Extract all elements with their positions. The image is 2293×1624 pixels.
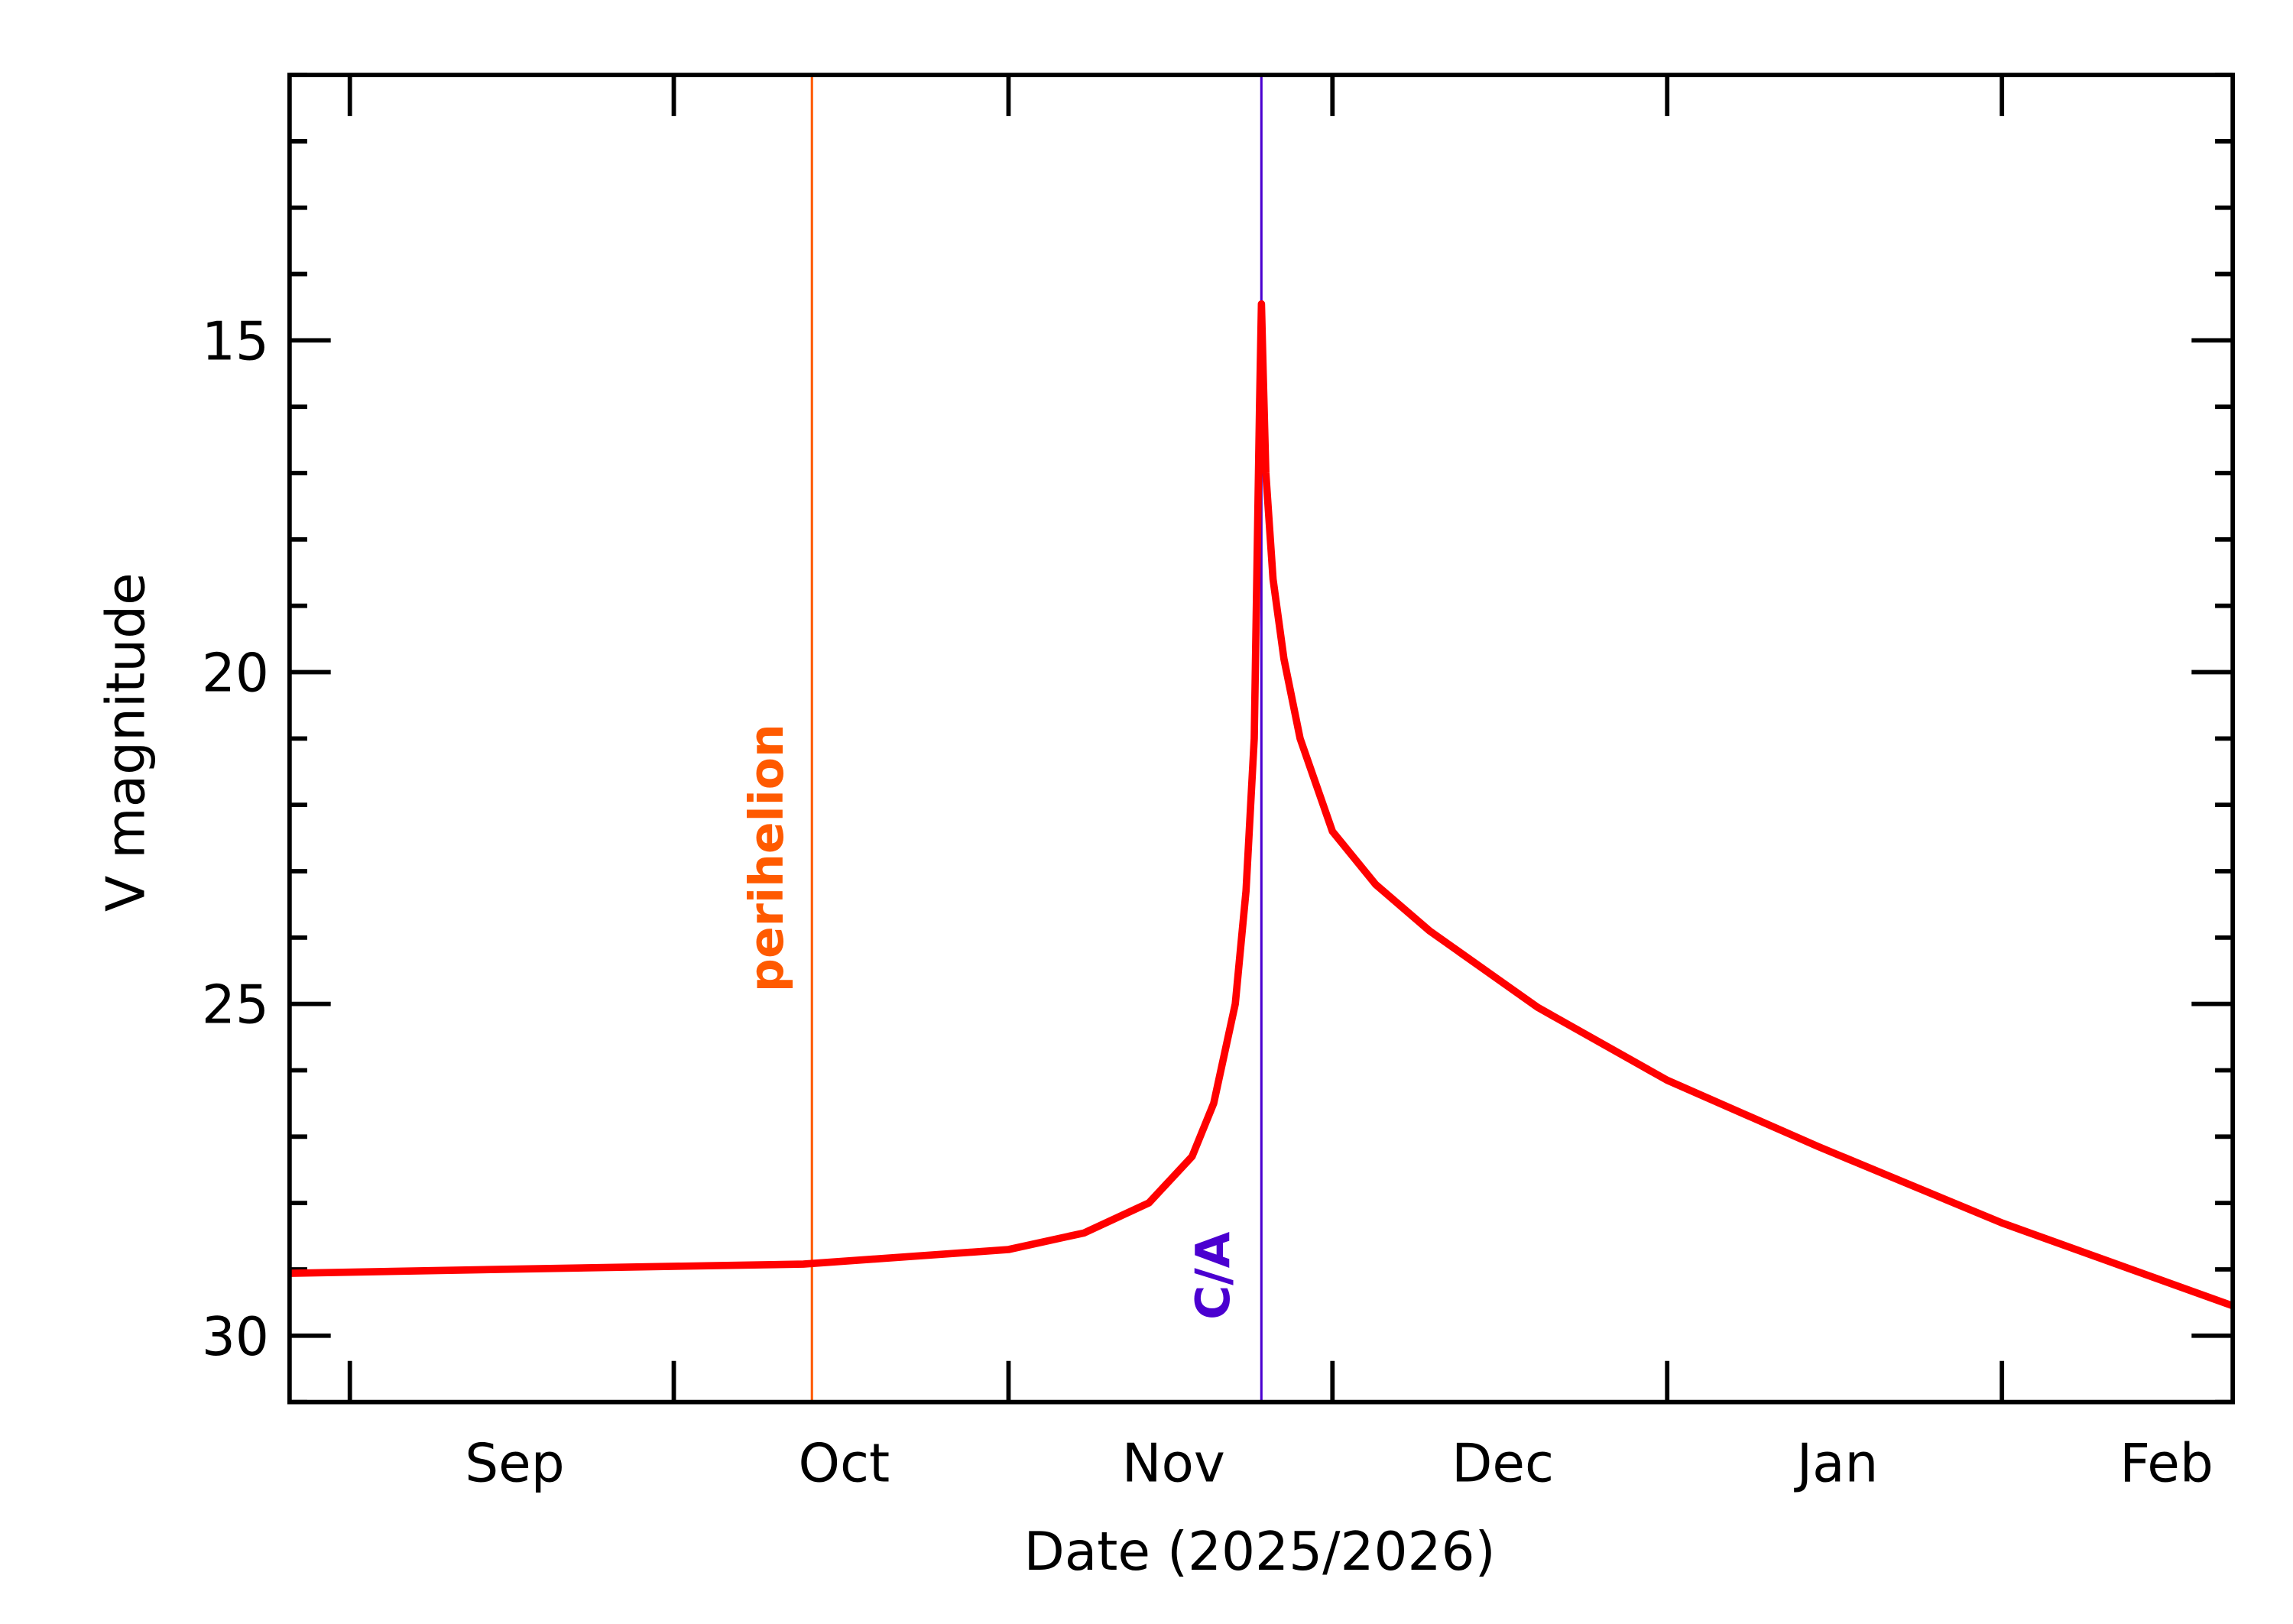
y-axis-title: V magnitude (96, 572, 157, 912)
x-tick-label-dec: Dec (1451, 1433, 1554, 1494)
y-tick-label: 30 (202, 1307, 269, 1368)
x-tick-label-oct: Oct (799, 1433, 890, 1494)
marker-label-perihelion: perihelion (739, 724, 794, 992)
tick-labels: 15 20 25 30 Sep Oct Nov Dec Jan Feb (202, 311, 2214, 1494)
x-tick-label-jan: Jan (1794, 1433, 1879, 1494)
y-tick-label: 25 (202, 975, 269, 1036)
plot-frame (287, 73, 2236, 1405)
magnitude-curve (289, 300, 2234, 1310)
x-tick-label-nov: Nov (1122, 1433, 1225, 1494)
x-tick-label-sep: Sep (465, 1433, 564, 1494)
y-tick-label: 15 (202, 311, 269, 372)
event-markers: perihelion C/A (739, 75, 1263, 1402)
marker-label-closest-approach: C/A (1185, 1231, 1241, 1320)
x-tick-label-feb: Feb (2119, 1433, 2214, 1494)
x-axis-title: Date (2025/2026) (1024, 1522, 1496, 1583)
y-tick-label: 20 (202, 643, 269, 705)
axis-ticks (289, 73, 2233, 1405)
